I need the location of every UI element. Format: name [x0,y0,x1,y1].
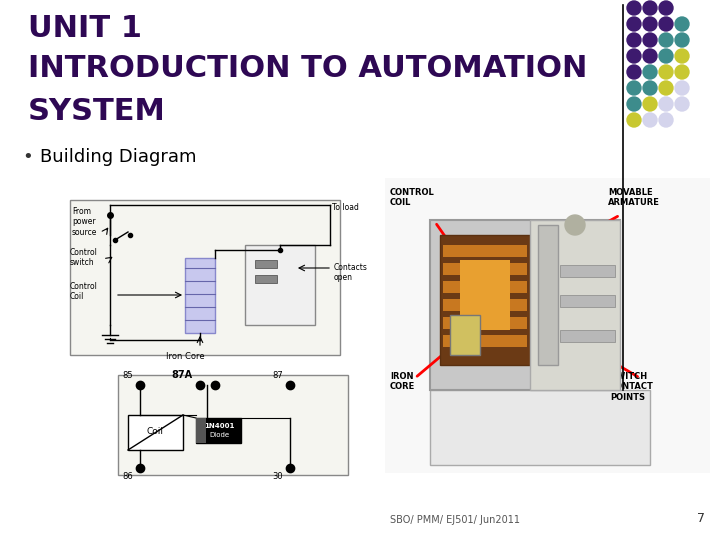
Text: SYSTEM: SYSTEM [28,97,166,126]
Circle shape [643,113,657,127]
Circle shape [643,81,657,95]
Text: 7: 7 [697,512,705,525]
Bar [128,415,183,450]
Circle shape [675,65,689,79]
Text: SWITCH
CONTACT
POINTS: SWITCH CONTACT POINTS [610,372,654,402]
Bar [560,265,615,277]
Text: SBO/ PMM/ EJ501/ Jun2011: SBO/ PMM/ EJ501/ Jun2011 [390,515,520,525]
Circle shape [627,65,641,79]
Circle shape [659,97,673,111]
Text: IRON
CORE: IRON CORE [390,372,415,391]
Text: 86: 86 [122,472,133,481]
Circle shape [659,81,673,95]
Bar [460,260,510,330]
Circle shape [675,33,689,47]
Bar [385,178,710,473]
Bar [245,245,315,325]
Circle shape [565,215,585,235]
Text: INTRODUCTION TO AUTOMATION: INTRODUCTION TO AUTOMATION [28,54,588,83]
Bar [255,275,277,283]
Text: Control
switch: Control switch [70,248,98,267]
Text: Control
Coil: Control Coil [70,282,98,301]
Circle shape [659,49,673,63]
Text: 1N4001: 1N4001 [204,423,234,429]
Bar [443,263,527,275]
Circle shape [659,65,673,79]
Circle shape [659,33,673,47]
Bar [118,375,348,475]
Text: MOVABLE
ARMATURE: MOVABLE ARMATURE [608,188,660,207]
Text: 85: 85 [122,371,133,380]
Circle shape [627,1,641,15]
Circle shape [659,1,673,15]
Text: Diode: Diode [209,432,229,438]
Text: CONTROL
COIL: CONTROL COIL [390,188,435,207]
Circle shape [675,49,689,63]
Bar [443,335,527,347]
Circle shape [643,97,657,111]
Circle shape [659,113,673,127]
Text: UNIT 1: UNIT 1 [28,14,142,43]
Circle shape [627,113,641,127]
Circle shape [643,17,657,31]
Bar [430,220,620,390]
Bar [443,281,527,293]
Bar [255,260,277,268]
Text: Building Diagram: Building Diagram [40,148,197,166]
Circle shape [627,81,641,95]
Circle shape [643,49,657,63]
Text: From
power
source: From power source [72,207,97,237]
Text: Coil: Coil [146,428,163,436]
Bar [196,418,241,443]
Circle shape [627,17,641,31]
Text: 30: 30 [272,472,283,481]
Bar [185,258,215,333]
Circle shape [643,65,657,79]
Text: 87A: 87A [172,370,193,380]
Circle shape [659,17,673,31]
Bar [530,220,620,390]
Circle shape [643,33,657,47]
Bar [70,200,340,355]
Bar [450,315,480,355]
Text: Iron Core: Iron Core [166,352,204,361]
Circle shape [627,97,641,111]
Bar [560,330,615,342]
Bar [430,390,650,465]
Circle shape [675,17,689,31]
Text: •: • [22,148,32,166]
Bar [538,225,558,365]
Text: To load: To load [332,203,359,212]
Bar [443,317,527,329]
Bar [560,295,615,307]
Circle shape [627,49,641,63]
Bar [443,245,527,257]
Circle shape [675,97,689,111]
Circle shape [627,33,641,47]
Circle shape [643,1,657,15]
Circle shape [675,81,689,95]
Bar [196,418,206,443]
Text: Contacts
open: Contacts open [334,263,368,282]
Bar [440,235,530,365]
Bar [443,299,527,311]
Text: 87: 87 [272,371,283,380]
